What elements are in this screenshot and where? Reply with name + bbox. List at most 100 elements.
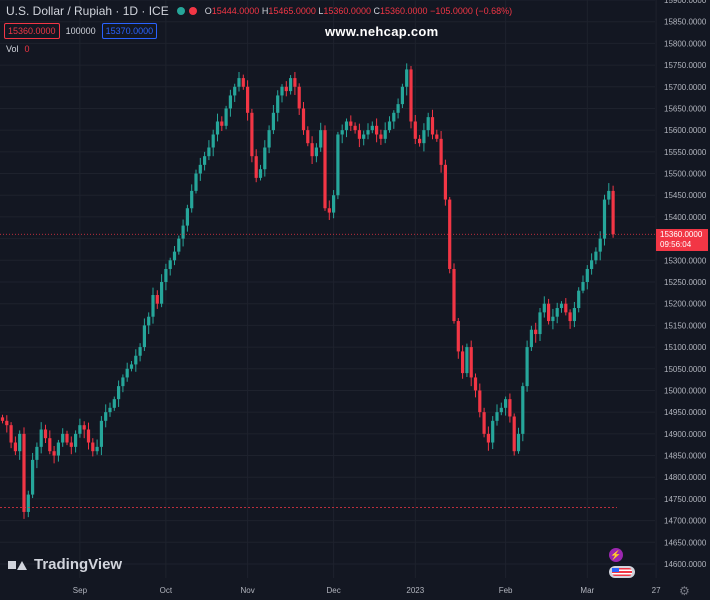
candle-body	[117, 386, 121, 400]
close-value: 15360.0000	[379, 6, 428, 16]
candle	[297, 83, 301, 115]
candle-body	[516, 433, 521, 452]
candle-body	[568, 312, 572, 322]
candle	[306, 126, 310, 147]
candle-body	[13, 442, 17, 452]
candle-body	[357, 130, 361, 139]
candle-body	[327, 208, 331, 213]
candle-body	[405, 69, 409, 87]
candle	[375, 118, 379, 143]
us-flag-icon[interactable]	[609, 566, 635, 578]
candle-body	[125, 368, 129, 378]
tradingview-logo[interactable]: TradingView	[8, 556, 122, 573]
candle-body	[138, 347, 142, 356]
candle	[155, 290, 159, 309]
candle	[181, 219, 185, 247]
candle-body	[551, 316, 555, 322]
open-value: 15444.0000	[211, 6, 260, 16]
candle	[491, 416, 495, 450]
candle	[258, 164, 263, 181]
lightning-icon[interactable]: ⚡	[609, 548, 623, 562]
candle	[267, 125, 271, 154]
candle-body	[65, 433, 69, 443]
candle-body	[379, 134, 383, 139]
candle-body	[263, 147, 267, 170]
y-tick-label: 15100.0000	[664, 343, 707, 352]
candle	[65, 430, 69, 446]
candle	[9, 422, 13, 449]
candle	[607, 183, 611, 205]
candle-body	[237, 78, 241, 87]
gear-icon[interactable]: ⚙	[679, 584, 690, 598]
candle-body	[482, 412, 486, 434]
y-tick-label: 15750.0000	[664, 61, 707, 70]
candle-body	[590, 260, 594, 269]
candle	[602, 194, 607, 246]
candle-body	[547, 303, 551, 322]
candle	[237, 72, 241, 92]
candle-body	[585, 268, 589, 282]
buy-button[interactable]: 15370.0000	[101, 23, 158, 39]
sell-button[interactable]: 15360.0000	[4, 23, 60, 39]
candle	[177, 235, 181, 255]
candle-body	[555, 308, 559, 317]
candle-body	[344, 121, 349, 131]
candle-body	[121, 377, 125, 387]
order-panel: 15360.0000 100000 15370.0000	[4, 23, 158, 39]
candle	[336, 131, 340, 200]
candle	[521, 382, 525, 442]
candle	[108, 402, 112, 417]
candle-body	[473, 377, 478, 391]
y-tick-label: 15400.0000	[664, 213, 707, 222]
low-label: L	[318, 6, 324, 16]
candle-body	[280, 86, 284, 96]
x-tick-label: 27	[652, 586, 661, 595]
candle-body	[241, 78, 245, 87]
logo-text: TradingView	[34, 556, 123, 573]
bar-countdown: 09:56:04	[660, 240, 692, 250]
candle-body	[602, 199, 607, 239]
time-axis: Sep Oct Nov Dec 2023 Feb Mar 27	[73, 586, 661, 595]
candle	[142, 318, 146, 351]
symbol-title[interactable]: U.S. Dollar / Rupiah · 1D · ICE	[6, 4, 169, 18]
candle-body	[91, 442, 95, 452]
high-label: H	[261, 6, 269, 16]
quantity-field[interactable]: 100000	[65, 26, 96, 36]
candle-body	[172, 251, 177, 261]
candle	[289, 75, 293, 95]
y-tick-label: 15200.0000	[664, 300, 707, 309]
candle	[418, 134, 422, 147]
candle-body	[78, 425, 82, 434]
candle-body	[306, 130, 310, 144]
candle	[422, 123, 426, 152]
volume-legend: Vol 0	[6, 44, 30, 54]
candle-body	[61, 433, 65, 443]
candle-body	[594, 251, 598, 261]
candle	[198, 157, 202, 181]
candle	[280, 84, 284, 103]
candle	[564, 298, 568, 316]
candle-body	[52, 451, 56, 456]
candle	[276, 90, 280, 122]
candle	[469, 340, 473, 387]
candle	[56, 439, 60, 462]
close-label: C	[373, 6, 380, 16]
candle-body	[469, 347, 473, 378]
y-tick-label: 15450.0000	[664, 191, 707, 200]
candle-body	[142, 325, 146, 348]
candle	[409, 65, 413, 129]
y-tick-label: 14750.0000	[664, 495, 707, 504]
candle-body	[521, 386, 525, 434]
volume-label[interactable]: Vol	[6, 44, 19, 54]
candle	[0, 414, 5, 424]
candle	[396, 98, 400, 119]
y-tick-label: 14600.0000	[664, 560, 707, 569]
current-price-value: 15360.0000	[660, 230, 703, 240]
y-tick-label: 15300.0000	[664, 256, 707, 265]
candle-body	[426, 117, 430, 131]
candle-body	[301, 108, 306, 131]
candle-body	[332, 195, 336, 213]
candle-body	[409, 69, 413, 122]
y-tick-label: 15900.0000	[664, 0, 707, 5]
